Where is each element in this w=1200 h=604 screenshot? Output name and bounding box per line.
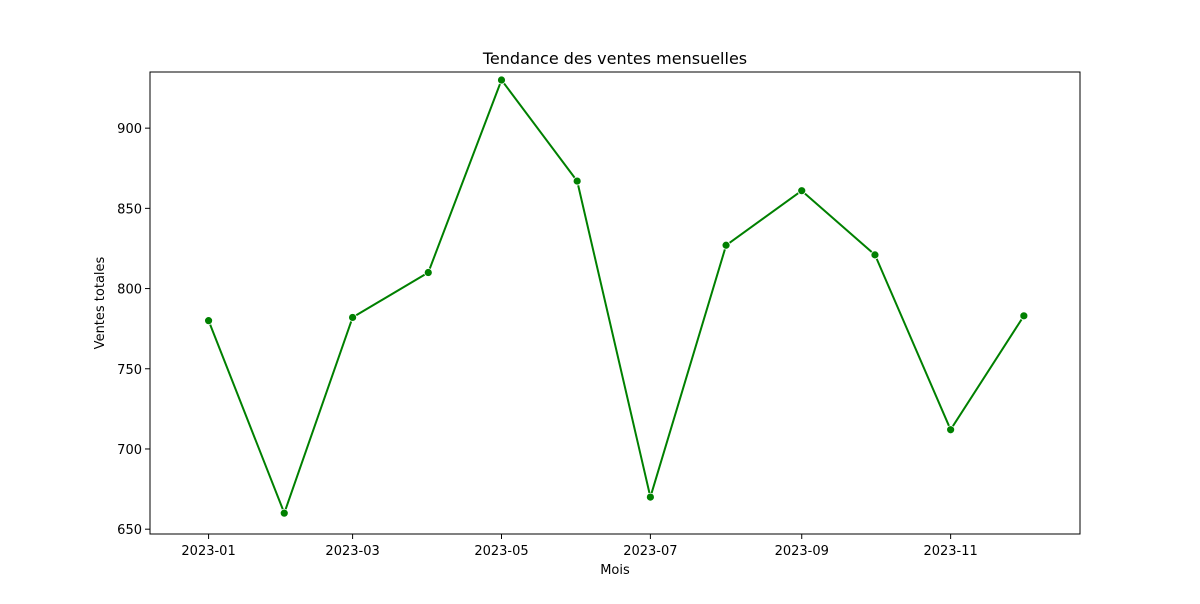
x-tick-label: 2023-07 [623, 544, 677, 559]
y-tick-label: 700 [117, 443, 142, 458]
series-group [204, 75, 1029, 518]
y-tick-label: 850 [117, 202, 142, 217]
data-point [797, 186, 807, 196]
plot-frame [149, 71, 1081, 535]
x-axis: 2023-01 2023-03 2023-05 2023-07 2023-09 2023-… [181, 534, 978, 559]
data-point [1019, 311, 1029, 321]
y-tick-label: 900 [117, 122, 142, 137]
x-axis-label: Mois [600, 563, 630, 578]
data-point [721, 240, 731, 250]
data-point [423, 268, 433, 277]
x-tick-label: 2023-01 [181, 544, 235, 559]
data-point [645, 492, 655, 502]
x-tick-label: 2023-03 [325, 544, 379, 559]
y-tick-label: 800 [117, 283, 142, 298]
data-point [204, 316, 213, 326]
y-tick-label: 750 [117, 363, 142, 378]
series-line [207, 79, 1025, 515]
y-axis: 650 700 750 800 850 900 [117, 122, 150, 538]
y-tick-label: 650 [117, 523, 142, 538]
data-point [348, 313, 357, 322]
data-point [572, 176, 582, 186]
x-tick-label: 2023-11 [923, 544, 977, 559]
data-point [946, 425, 956, 435]
x-tick-label: 2023-09 [775, 544, 829, 559]
data-point [497, 75, 506, 85]
chart-title: Tendance des ventes mensuelles [482, 49, 747, 68]
y-axis-label: Ventes totales [93, 256, 108, 349]
data-point [870, 250, 880, 260]
data-point [279, 508, 289, 518]
x-tick-label: 2023-05 [474, 544, 528, 559]
